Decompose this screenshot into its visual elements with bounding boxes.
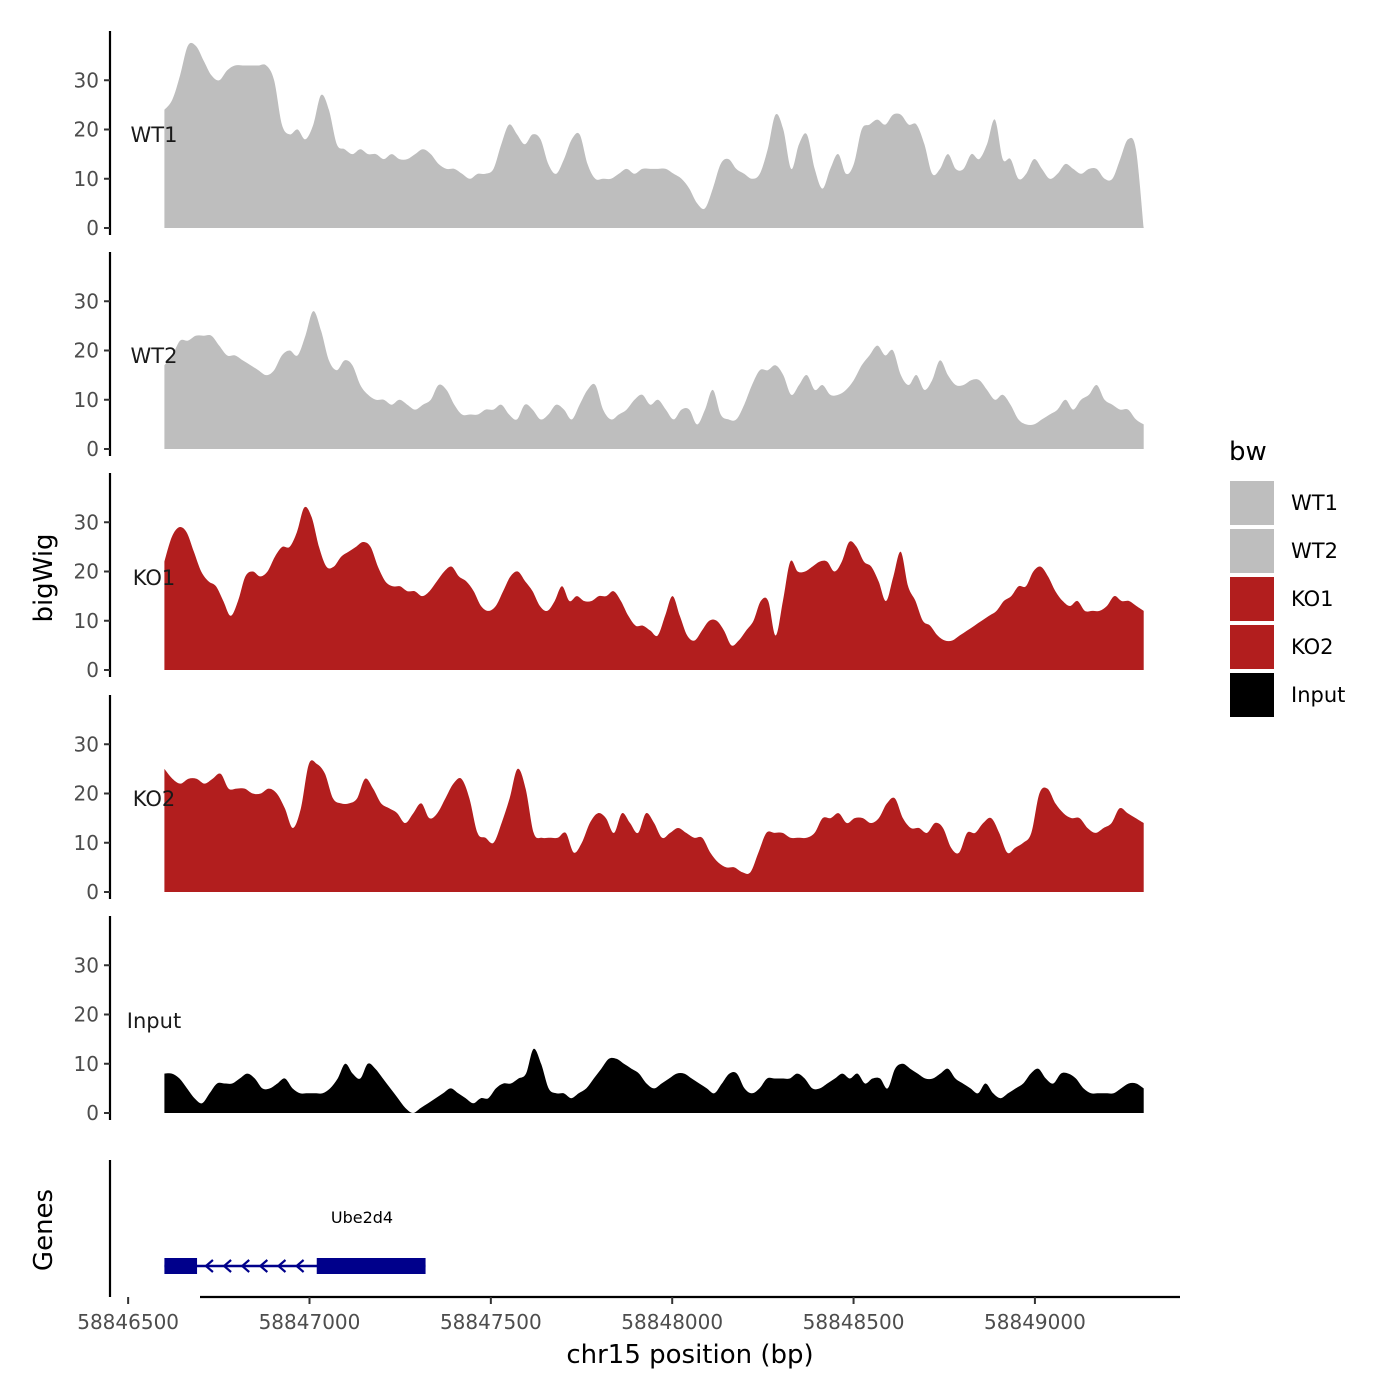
legend-swatch bbox=[1228, 527, 1276, 575]
track-wt1: 0 10 20 30 WT1 bbox=[74, 31, 1144, 240]
coverage-area-ko2 bbox=[164, 760, 1144, 892]
coverage-tracks: 0 10 20 30 WT1 0 10 20 30 WT2 0 10 20 30 KO1 0 10 20 30 KO2… bbox=[74, 31, 1144, 1125]
track-label-ko1: KO1 bbox=[133, 566, 176, 590]
coverage-area-input bbox=[164, 1048, 1144, 1113]
legend-entry-wt2: WT2 bbox=[1228, 527, 1338, 575]
coverage-area-wt1 bbox=[164, 42, 1144, 229]
gene-track-title: Genes bbox=[29, 1189, 59, 1271]
track-wt2: 0 10 20 30 WT2 bbox=[74, 252, 1144, 461]
x-tick-label: 58847500 bbox=[440, 1310, 542, 1334]
legend-label: KO1 bbox=[1291, 587, 1334, 611]
y-tick-label: 0 bbox=[86, 1101, 99, 1125]
y-tick-label: 10 bbox=[74, 609, 99, 633]
strand-arrow bbox=[276, 1259, 287, 1273]
legend-entry-input: Input bbox=[1228, 671, 1345, 719]
legend-label: KO2 bbox=[1291, 635, 1334, 659]
track-ko1: 0 10 20 30 KO1 bbox=[74, 473, 1144, 682]
x-tick-label: 58849000 bbox=[984, 1310, 1086, 1334]
y-tick-label: 20 bbox=[74, 1003, 99, 1027]
y-tick-label: 30 bbox=[74, 289, 99, 313]
gene-exon bbox=[164, 1258, 198, 1274]
y-tick-label: 10 bbox=[74, 388, 99, 412]
y-tick-label: 10 bbox=[74, 831, 99, 855]
x-tick-label: 58848000 bbox=[621, 1310, 723, 1334]
coverage-area-ko1 bbox=[164, 506, 1144, 670]
y-tick-label: 10 bbox=[74, 1052, 99, 1076]
x-tick-label: 58846500 bbox=[77, 1310, 179, 1334]
legend: bw WT1 WT2 KO1 KO2 Input bbox=[1228, 437, 1345, 719]
gene-label: Ube2d4 bbox=[331, 1208, 393, 1227]
y-tick-label: 0 bbox=[86, 437, 99, 461]
y-tick-label: 20 bbox=[74, 339, 99, 363]
legend-label: WT2 bbox=[1291, 539, 1338, 563]
y-tick-label: 20 bbox=[74, 782, 99, 806]
track-label-input: Input bbox=[127, 1009, 181, 1033]
y-tick-label: 0 bbox=[86, 658, 99, 682]
x-tick-label: 58847000 bbox=[259, 1310, 361, 1334]
y-tick-label: 20 bbox=[74, 118, 99, 142]
track-input: 0 10 20 30 Input bbox=[74, 916, 1144, 1125]
strand-arrow bbox=[294, 1259, 305, 1273]
legend-title: bw bbox=[1229, 437, 1267, 467]
y-tick-label: 20 bbox=[74, 560, 99, 584]
y-tick-label: 30 bbox=[74, 510, 99, 534]
strand-arrow bbox=[204, 1259, 214, 1273]
legend-swatch bbox=[1228, 671, 1276, 719]
y-tick-label: 0 bbox=[86, 216, 99, 240]
y-tick-label: 30 bbox=[74, 732, 99, 756]
legend-entry-ko2: KO2 bbox=[1228, 623, 1334, 671]
strand-arrow bbox=[258, 1259, 269, 1273]
x-tick-label: 58848500 bbox=[803, 1310, 905, 1334]
legend-swatch bbox=[1228, 479, 1276, 527]
x-axis-title: chr15 position (bp) bbox=[566, 1340, 813, 1370]
gene-track: Ube2d4 bbox=[108, 1160, 426, 1297]
legend-swatch bbox=[1228, 623, 1276, 671]
y-tick-label: 0 bbox=[86, 880, 99, 904]
strand-arrow bbox=[222, 1259, 232, 1273]
legend-entry-wt1: WT1 bbox=[1228, 479, 1338, 527]
legend-label: WT1 bbox=[1291, 491, 1338, 515]
coverage-area-wt2 bbox=[164, 311, 1144, 449]
x-axis: 58846500 58847000 58847500 58848000 58848500… bbox=[77, 1295, 1180, 1334]
gene-exon bbox=[316, 1258, 426, 1274]
legend-entry-ko1: KO1 bbox=[1228, 575, 1334, 623]
track-label-wt1: WT1 bbox=[131, 123, 178, 147]
track-label-wt2: WT2 bbox=[131, 344, 178, 368]
legend-label: Input bbox=[1291, 683, 1345, 707]
y-tick-label: 30 bbox=[74, 953, 99, 977]
legend-swatch bbox=[1228, 575, 1276, 623]
track-label-ko2: KO2 bbox=[133, 787, 176, 811]
y-axis-title: bigWig bbox=[29, 533, 59, 622]
y-tick-label: 10 bbox=[74, 167, 99, 191]
y-tick-label: 30 bbox=[74, 68, 99, 92]
strand-arrow bbox=[240, 1259, 250, 1273]
track-ko2: 0 10 20 30 KO2 bbox=[74, 695, 1144, 904]
